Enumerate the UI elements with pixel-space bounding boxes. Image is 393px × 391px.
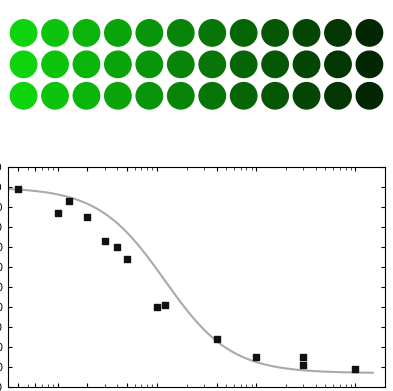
- Circle shape: [199, 51, 226, 77]
- Circle shape: [42, 20, 68, 46]
- Circle shape: [199, 83, 226, 109]
- Point: [352, 366, 358, 372]
- Circle shape: [167, 20, 194, 46]
- Circle shape: [105, 83, 131, 109]
- Circle shape: [293, 83, 320, 109]
- Circle shape: [325, 20, 351, 46]
- Circle shape: [293, 20, 320, 46]
- Point: [124, 256, 130, 262]
- Circle shape: [325, 83, 351, 109]
- Point: [102, 238, 108, 244]
- Circle shape: [356, 83, 383, 109]
- Circle shape: [262, 83, 288, 109]
- Point: [15, 186, 21, 192]
- Point: [66, 198, 72, 204]
- Circle shape: [42, 51, 68, 77]
- Circle shape: [356, 20, 383, 46]
- Circle shape: [73, 51, 100, 77]
- Circle shape: [230, 83, 257, 109]
- Circle shape: [230, 51, 257, 77]
- Circle shape: [230, 20, 257, 46]
- Point: [162, 302, 168, 308]
- Point: [84, 214, 90, 221]
- Point: [253, 354, 259, 360]
- Circle shape: [42, 83, 68, 109]
- Circle shape: [105, 20, 131, 46]
- Point: [154, 304, 160, 310]
- Circle shape: [199, 20, 226, 46]
- Circle shape: [262, 51, 288, 77]
- Circle shape: [10, 51, 37, 77]
- Circle shape: [136, 20, 163, 46]
- Circle shape: [167, 83, 194, 109]
- Circle shape: [293, 51, 320, 77]
- Point: [54, 210, 61, 217]
- Circle shape: [10, 83, 37, 109]
- Point: [300, 354, 307, 360]
- Circle shape: [136, 83, 163, 109]
- Circle shape: [73, 83, 100, 109]
- Circle shape: [167, 51, 194, 77]
- Circle shape: [262, 20, 288, 46]
- Circle shape: [136, 51, 163, 77]
- Point: [300, 362, 307, 368]
- Circle shape: [325, 51, 351, 77]
- Circle shape: [105, 51, 131, 77]
- Circle shape: [356, 51, 383, 77]
- Circle shape: [73, 20, 100, 46]
- Circle shape: [10, 20, 37, 46]
- Point: [114, 244, 120, 250]
- Point: [213, 336, 220, 342]
